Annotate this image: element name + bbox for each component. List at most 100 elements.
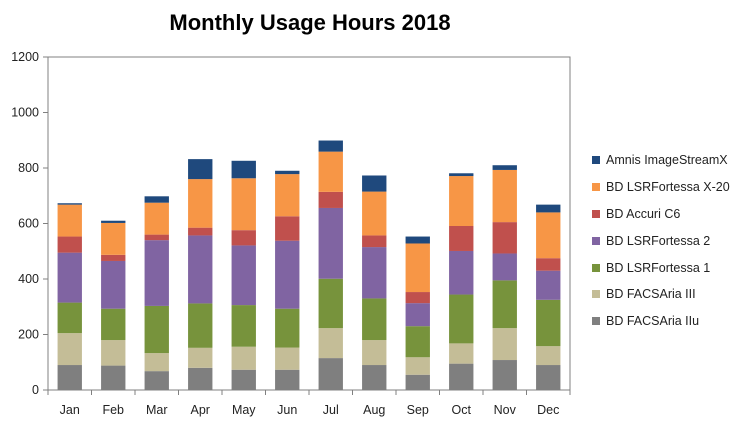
bar-segment <box>318 207 343 279</box>
bar-segment <box>101 254 126 261</box>
bar-segment <box>536 258 561 271</box>
bar-segment <box>275 216 300 241</box>
legend-label: Amnis ImageStreamX <box>606 153 728 168</box>
bar-segment <box>188 303 213 348</box>
bar-segment <box>144 240 169 306</box>
legend-label: BD Accuri C6 <box>606 206 681 221</box>
legend-swatch <box>592 209 600 218</box>
bar-segment <box>188 227 213 236</box>
bar-segment <box>275 240 300 309</box>
bar-segment <box>188 179 213 228</box>
bar-segment <box>101 365 126 390</box>
bar-segment <box>231 346 256 370</box>
bar-segment <box>101 260 126 309</box>
legend-item: BD LSRFortessa X-20 <box>592 174 737 201</box>
legend-swatch <box>592 236 600 245</box>
legend-label: BD LSRFortessa 2 <box>606 233 711 248</box>
bar-segment <box>318 140 343 152</box>
x-axis: Jan Feb Mar Apr May Jun Jul Aug Sep Oct Nov Dec <box>47 390 571 417</box>
x-tick-label: Nov <box>494 403 517 417</box>
legend-label: BD LSRFortessa 1 <box>606 260 711 275</box>
bar-segment <box>492 169 517 223</box>
bar-segment <box>362 340 387 366</box>
x-tick-label: Dec <box>537 403 559 417</box>
x-tick-label: Apr <box>191 403 210 417</box>
plot-area-border <box>47 56 571 391</box>
bar-segment <box>362 235 387 248</box>
y-tick-label: 1000 <box>11 106 39 120</box>
bar-segment <box>492 165 517 170</box>
x-tick-label: Jun <box>277 403 297 417</box>
bar-segment <box>188 367 213 390</box>
bar-segment <box>492 253 517 281</box>
x-tick-label: Feb <box>102 403 124 417</box>
bar-segment <box>362 191 387 236</box>
bar-segment <box>536 299 561 347</box>
y-axis: 0 200 400 600 800 1000 1200 <box>11 50 48 397</box>
bar-segment <box>405 236 430 244</box>
y-tick-label: 400 <box>18 272 39 286</box>
bar-segment <box>536 212 561 259</box>
bar-segment <box>449 343 474 364</box>
bar-segment <box>231 369 256 390</box>
bar-segment <box>275 308 300 348</box>
chart-title: Monthly Usage Hours 2018 <box>169 10 451 35</box>
legend-item: BD LSRFortessa 1 <box>592 254 737 281</box>
x-tick-label: Sep <box>407 403 429 417</box>
bar-segment <box>405 243 430 293</box>
bar-segment <box>449 294 474 344</box>
bar-segment <box>492 360 517 390</box>
bar-segment <box>318 278 343 329</box>
x-tick-label: Aug <box>363 403 385 417</box>
legend-item: BD Accuri C6 <box>592 201 737 228</box>
legend-item: BD FACSAria III <box>592 281 737 308</box>
bar-segment <box>318 151 343 192</box>
bar-segment <box>57 333 82 366</box>
bar-segment <box>144 305 169 354</box>
bar-segment <box>275 347 300 370</box>
x-tick-label: Jul <box>323 403 339 417</box>
bar-segment <box>101 222 126 255</box>
bar-segment <box>449 250 474 295</box>
bar-segment <box>101 220 126 223</box>
bar-segment <box>275 174 300 217</box>
legend-item: BD LSRFortessa 2 <box>592 227 737 254</box>
bar-segment <box>231 305 256 347</box>
bar-segment <box>144 196 169 203</box>
bar-segment <box>405 326 430 358</box>
legend-swatch <box>592 263 600 272</box>
bar-segment <box>362 365 387 390</box>
legend: Amnis ImageStreamX BD LSRFortessa X-20 BD … <box>592 147 737 335</box>
bar-segment <box>188 159 213 180</box>
bar-segment <box>449 176 474 226</box>
bar-segment <box>405 303 430 327</box>
legend-swatch <box>592 317 600 326</box>
legend-swatch <box>592 290 600 299</box>
bar-segment <box>275 170 300 175</box>
legend-label: BD FACSAria III <box>606 287 696 302</box>
bar-segment <box>57 204 82 237</box>
bar-segment <box>144 234 169 241</box>
legend-swatch <box>592 156 600 165</box>
bar-segment <box>449 363 474 390</box>
bar-segment <box>362 247 387 299</box>
bar-segment <box>57 302 82 334</box>
x-tick-label: May <box>232 403 256 417</box>
bar-segment <box>492 280 517 329</box>
bar-segment <box>231 230 256 246</box>
x-tick-label: Jan <box>60 403 80 417</box>
bar-segment <box>275 369 300 390</box>
legend-label: BD FACSAria IIu <box>606 314 700 329</box>
bar-segment <box>144 371 169 390</box>
bar-segment <box>318 358 343 390</box>
bar-segment <box>536 204 561 213</box>
bar-segment <box>536 346 561 366</box>
y-tick-label: 600 <box>18 217 39 231</box>
bar-segment <box>492 328 517 361</box>
legend-swatch <box>592 183 600 192</box>
bar-segment <box>231 245 256 306</box>
y-tick-label: 200 <box>18 328 39 342</box>
x-tick-label: Oct <box>452 403 472 417</box>
bar-segment <box>405 292 430 304</box>
bar-segment <box>405 374 430 390</box>
